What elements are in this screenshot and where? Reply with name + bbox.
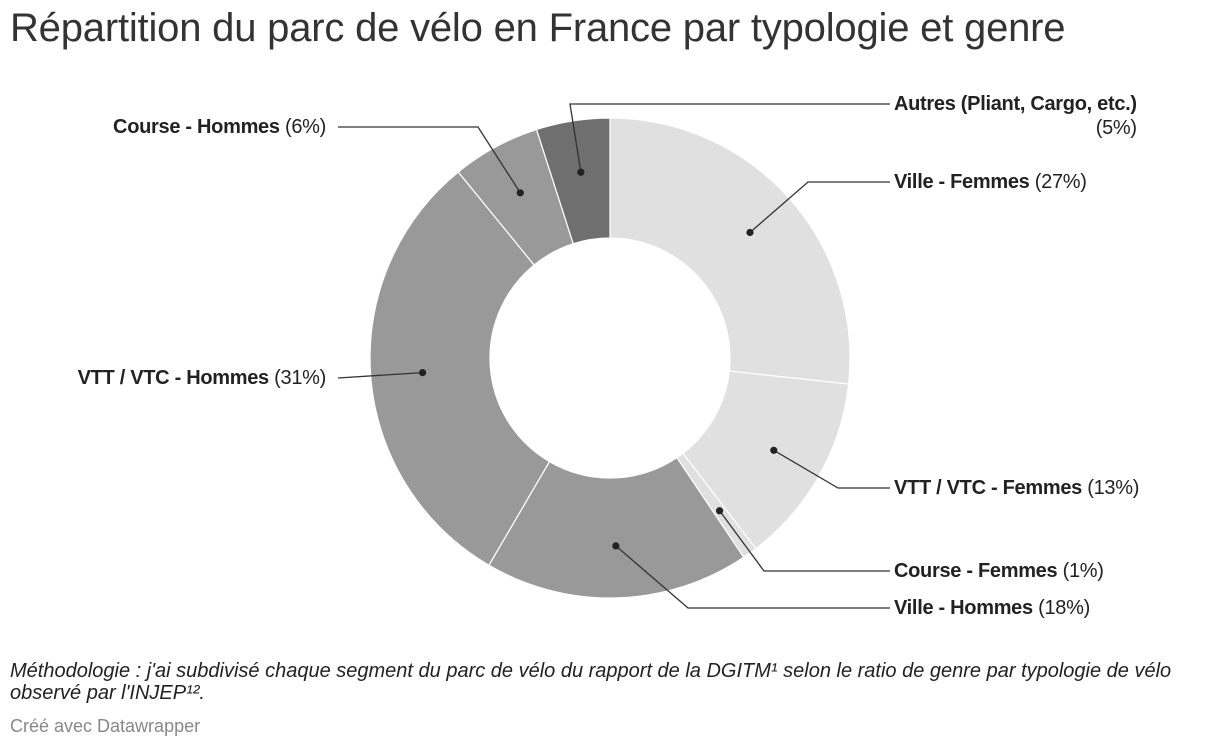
label-ville-femmes: Ville - Femmes (27%) <box>894 170 1087 194</box>
label-percent: (6%) <box>284 116 326 138</box>
leader-dot-ville-hommes <box>612 542 620 550</box>
slice-ville-hommes <box>488 456 745 599</box>
label-course-femmes: Course - Femmes (1%) <box>894 559 1104 583</box>
leader-dot-course-femmes <box>715 507 724 515</box>
leader-dot-ville-femmes <box>746 228 754 237</box>
label-autres-pliant-cargo-etc: Autres (Pliant, Cargo, etc.) (5%) <box>894 92 1137 140</box>
label-name: Autres (Pliant, Cargo, etc.) <box>894 93 1137 115</box>
slice-ville-femmes <box>609 117 851 385</box>
slice-vtt-vtc-hommes <box>369 171 551 567</box>
label-course-hommes: Course - Hommes (6%) <box>113 115 326 139</box>
label-percent: (1%) <box>1062 560 1104 582</box>
leader-line-course-femmes <box>719 510 890 572</box>
label-name: Ville - Femmes <box>894 171 1030 193</box>
label-ville-hommes: Ville - Hommes (18%) <box>894 596 1090 620</box>
label-vtt-vtc-hommes: VTT / VTC - Hommes (31%) <box>77 366 327 390</box>
slice-vtt-vtc-femmes <box>682 370 850 550</box>
methodology-note: Méthodologie : j'ai subdivisé chaque seg… <box>10 660 1172 704</box>
leader-lines <box>337 103 890 609</box>
leader-dot-vtt-vtc-hommes <box>418 369 427 377</box>
leader-line-vtt-vtc-hommes <box>337 371 423 379</box>
label-name: Ville - Hommes <box>894 597 1033 619</box>
leader-dot-course-hommes <box>516 189 524 197</box>
donut-slices <box>369 117 851 599</box>
label-vtt-vtc-femmes: VTT / VTC - Femmes (13%) <box>894 476 1139 500</box>
leader-dot-autres-pliant-cargo-etc <box>577 168 585 176</box>
label-name: Course - Femmes <box>894 560 1058 582</box>
leader-line-course-hommes <box>338 126 521 194</box>
label-percent: (13%) <box>1087 477 1140 499</box>
label-percent: (5%) <box>1095 117 1137 139</box>
leader-line-ville-femmes <box>749 181 890 233</box>
label-percent: (27%) <box>1034 171 1087 193</box>
chart-title: Répartition du parc de vélo en France pa… <box>10 6 1066 50</box>
label-name: VTT / VTC - Hommes <box>77 367 270 389</box>
slice-autres-pliant-cargo-etc <box>535 117 611 245</box>
label-name: Course - Hommes <box>113 116 280 138</box>
datawrapper-credit: Créé avec Datawrapper <box>10 716 201 736</box>
label-name: VTT / VTC - Femmes <box>894 477 1082 499</box>
label-percent: (31%) <box>274 367 326 389</box>
label-percent: (18%) <box>1038 597 1090 619</box>
leader-dot-vtt-vtc-femmes <box>770 446 778 454</box>
leader-line-autres-pliant-cargo-etc <box>569 103 890 173</box>
leader-line-vtt-vtc-femmes <box>773 449 890 489</box>
leader-line-ville-hommes <box>615 545 890 609</box>
